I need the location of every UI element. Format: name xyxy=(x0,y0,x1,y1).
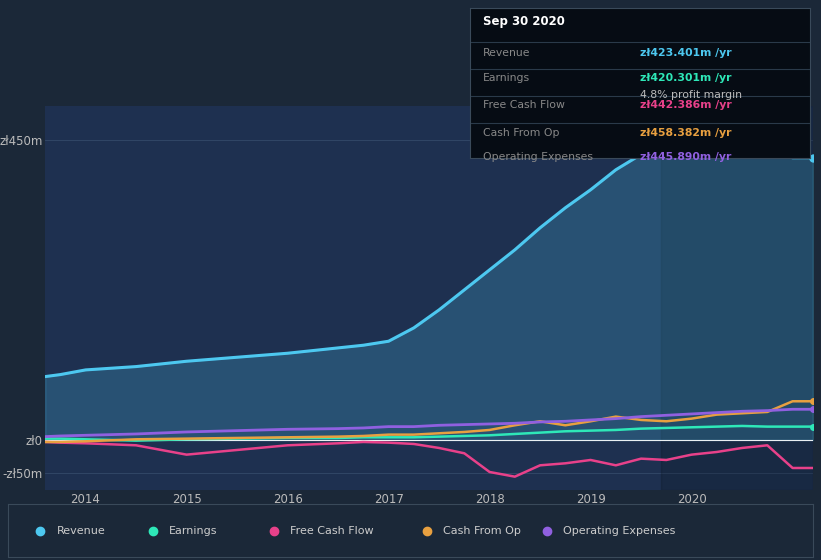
Text: zł458.382m /yr: zł458.382m /yr xyxy=(640,128,732,138)
Bar xyxy=(661,106,813,490)
Text: Revenue: Revenue xyxy=(57,526,105,535)
Text: Operating Expenses: Operating Expenses xyxy=(563,526,676,535)
Text: zł423.401m /yr: zł423.401m /yr xyxy=(640,48,732,58)
Text: Revenue: Revenue xyxy=(484,48,530,58)
Text: zł442.386m /yr: zł442.386m /yr xyxy=(640,100,732,110)
Text: Earnings: Earnings xyxy=(169,526,218,535)
Text: Free Cash Flow: Free Cash Flow xyxy=(484,100,565,110)
Text: Operating Expenses: Operating Expenses xyxy=(484,152,594,162)
Text: Sep 30 2020: Sep 30 2020 xyxy=(484,15,565,29)
Text: Free Cash Flow: Free Cash Flow xyxy=(290,526,374,535)
Text: Cash From Op: Cash From Op xyxy=(484,128,560,138)
Text: zł445.890m /yr: zł445.890m /yr xyxy=(640,152,732,162)
Text: zł420.301m /yr: zł420.301m /yr xyxy=(640,73,732,83)
Text: Cash From Op: Cash From Op xyxy=(443,526,521,535)
Text: 4.8% profit margin: 4.8% profit margin xyxy=(640,90,742,100)
Text: Earnings: Earnings xyxy=(484,73,530,83)
